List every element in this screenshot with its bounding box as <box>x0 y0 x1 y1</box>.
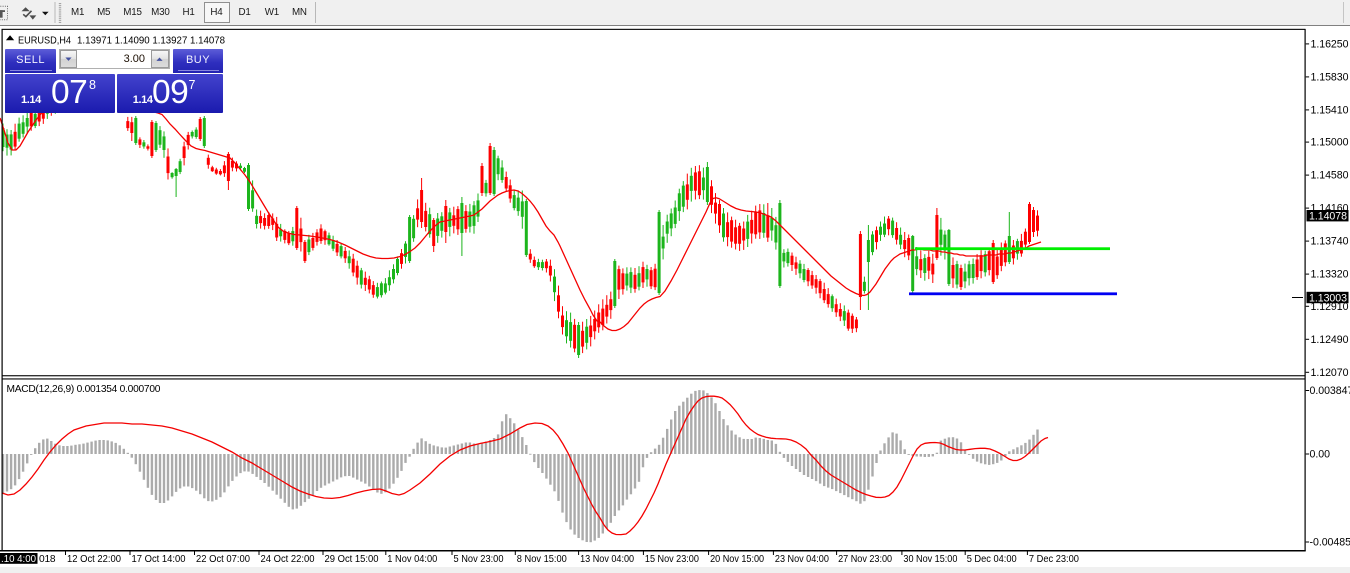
svg-text:1.12070: 1.12070 <box>1311 367 1349 379</box>
svg-text:1.13740: 1.13740 <box>1311 236 1349 248</box>
svg-text:1.13003: 1.13003 <box>1309 292 1347 304</box>
svg-text:1.13971 1.14090 1.13927 1.1407: 1.13971 1.14090 1.13927 1.14078 <box>77 35 225 46</box>
svg-text:5 Dec 04:00: 5 Dec 04:00 <box>967 554 1017 565</box>
svg-text:1.12490: 1.12490 <box>1311 334 1349 346</box>
svg-text:27 Nov 23:00: 27 Nov 23:00 <box>838 554 892 565</box>
svg-text:1.15830: 1.15830 <box>1311 72 1349 84</box>
svg-text:1 Nov 04:00: 1 Nov 04:00 <box>387 554 437 565</box>
svg-text:12 Oct 22:00: 12 Oct 22:00 <box>67 554 121 565</box>
svg-text:1.12910: 1.12910 <box>1311 301 1349 313</box>
svg-text:17 Oct 14:00: 17 Oct 14:00 <box>132 554 186 565</box>
svg-text:13 Nov 04:00: 13 Nov 04:00 <box>580 554 634 565</box>
svg-text:.10 4:00: .10 4:00 <box>1 554 36 565</box>
svg-text:1.14580: 1.14580 <box>1311 170 1349 182</box>
svg-text:0.00: 0.00 <box>1310 449 1331 461</box>
svg-text:1.16250: 1.16250 <box>1311 39 1349 51</box>
svg-text:0.003847: 0.003847 <box>1310 385 1350 397</box>
svg-text:018: 018 <box>39 554 56 565</box>
svg-text:30 Nov 15:00: 30 Nov 15:00 <box>903 554 957 565</box>
svg-text:MACD(12,26,9) 0.001354 0.00070: MACD(12,26,9) 0.001354 0.000700 <box>7 384 161 395</box>
svg-text:22 Oct 07:00: 22 Oct 07:00 <box>196 554 250 565</box>
svg-text:23 Nov 04:00: 23 Nov 04:00 <box>775 554 829 565</box>
svg-text:20 Nov 15:00: 20 Nov 15:00 <box>710 554 764 565</box>
svg-text:1.15410: 1.15410 <box>1311 105 1349 117</box>
svg-text:1.14078: 1.14078 <box>1309 211 1347 223</box>
svg-text:5 Nov 23:00: 5 Nov 23:00 <box>454 554 504 565</box>
svg-text:1.15000: 1.15000 <box>1311 137 1349 149</box>
svg-text:15 Nov 23:00: 15 Nov 23:00 <box>645 554 699 565</box>
svg-text:-0.004856: -0.004856 <box>1310 537 1350 549</box>
svg-text:7 Dec 23:00: 7 Dec 23:00 <box>1029 554 1079 565</box>
svg-text:8 Nov 15:00: 8 Nov 15:00 <box>517 554 567 565</box>
svg-text:EURUSD,H4: EURUSD,H4 <box>18 35 71 46</box>
svg-text:1.13320: 1.13320 <box>1311 269 1349 281</box>
svg-text:24 Oct 22:00: 24 Oct 22:00 <box>261 554 315 565</box>
svg-text:29 Oct 15:00: 29 Oct 15:00 <box>325 554 379 565</box>
